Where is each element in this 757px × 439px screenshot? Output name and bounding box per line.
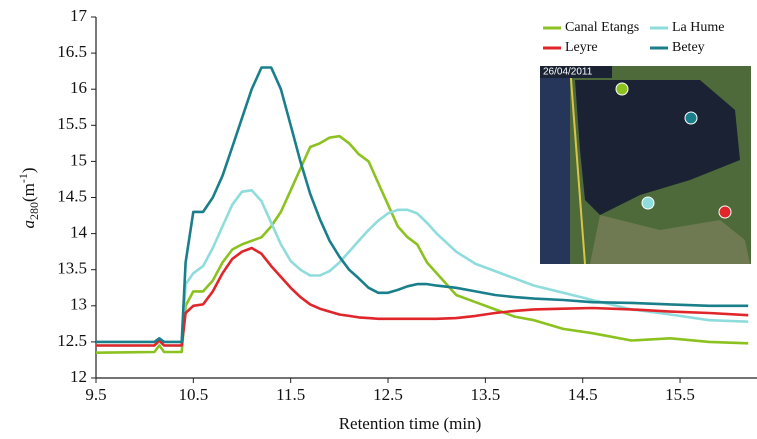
legend-label: Canal Etangs: [565, 20, 639, 35]
y-tick-label: 16.5: [57, 42, 87, 61]
y-tick-label: 12: [70, 367, 87, 386]
site-marker: [685, 112, 697, 124]
x-tick-label: 9.5: [85, 385, 106, 404]
y-tick-label: 17: [70, 6, 88, 25]
x-tick-label: 12.5: [373, 385, 403, 404]
y-label-exponent: -1: [16, 173, 30, 183]
y-tick-label: 13.5: [57, 259, 87, 278]
y-tick-label: 15.5: [57, 114, 87, 133]
y-label-subscript: 280: [27, 202, 41, 220]
inset-map: 26/04/2011: [540, 66, 751, 264]
x-tick-label: 14.5: [568, 385, 598, 404]
y-tick-label: 16: [70, 78, 87, 97]
map-ocean: [540, 66, 570, 264]
y-tick-label: 13: [70, 295, 87, 314]
x-tick-label: 11.5: [276, 385, 305, 404]
y-axis-label: a280(m-1): [16, 167, 41, 228]
site-marker: [719, 206, 731, 218]
legend-label: Leyre: [565, 40, 598, 55]
site-marker: [616, 83, 628, 95]
y-tick-label: 12.5: [57, 331, 87, 350]
x-tick-label: 15.5: [665, 385, 695, 404]
chart: 12 12.5 13 13.5 14 14.5 15 15.5 16 16.5 17 9.5 10.5 1…: [0, 0, 757, 439]
x-tick-label: 13.5: [470, 385, 500, 404]
legend-label: La Hume: [672, 20, 724, 35]
y-tick-label: 14: [70, 223, 88, 242]
legend-label: Betey: [672, 40, 705, 55]
x-axis-label: Retention time (min): [339, 414, 482, 433]
y-tick-label: 14.5: [57, 186, 87, 205]
y-tick-label: 15: [70, 150, 87, 169]
inset-date: 26/04/2011: [543, 67, 593, 78]
y-label-symbol: a: [19, 220, 38, 229]
site-marker: [642, 197, 654, 209]
y-label-unit: (m: [19, 183, 38, 202]
x-tick-label: 10.5: [178, 385, 208, 404]
y-label-close: ): [19, 167, 38, 173]
